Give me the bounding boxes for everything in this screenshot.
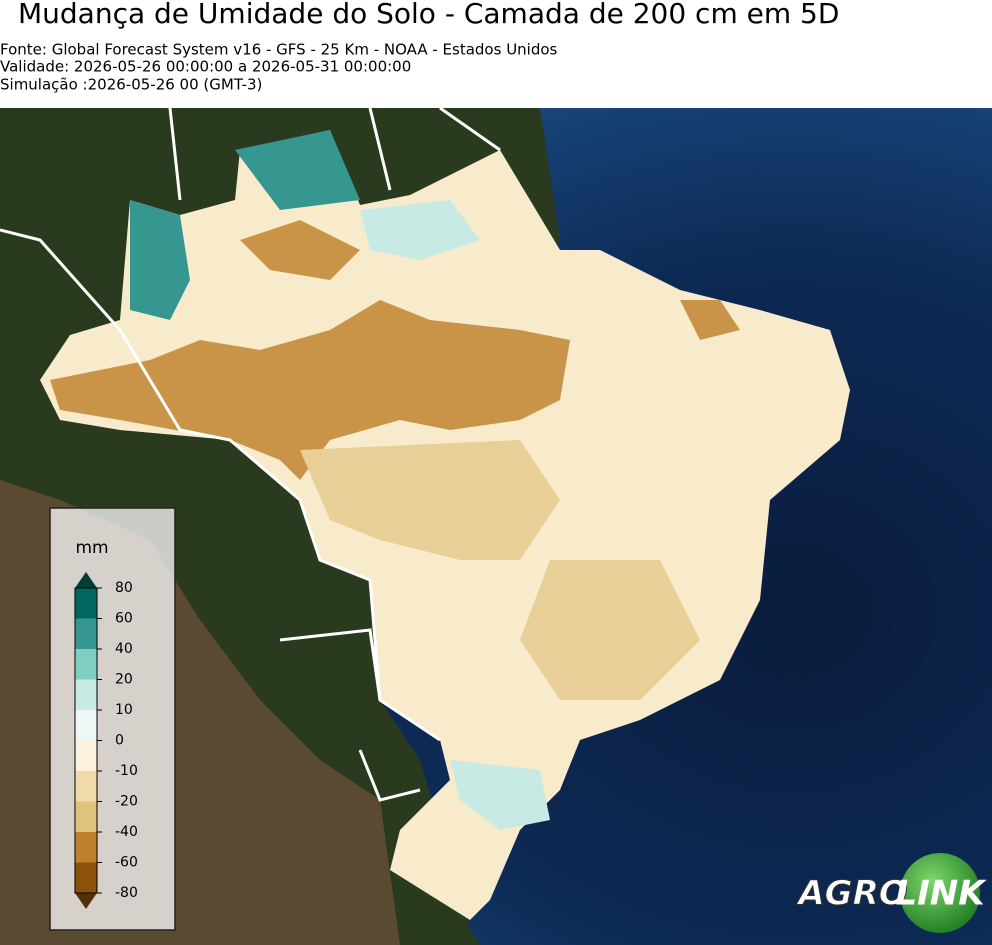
dry-zone: [50, 300, 570, 480]
colorbar-tick-label: -10: [115, 763, 138, 779]
colorbar-tick-label: -60: [115, 855, 138, 871]
title: Mudança de Umidade do Solo - Camada de 2…: [18, 0, 839, 30]
logo: AGRO LINK: [795, 853, 987, 933]
wet-zone: [130, 130, 360, 320]
colorbar-segment: [75, 771, 97, 802]
logo-ball: [900, 853, 980, 933]
colorbar-segment: [75, 618, 97, 649]
colorbar-unit: mm: [75, 538, 108, 558]
source-line: Fonte: Global Forecast System v16 - GFS …: [0, 41, 558, 59]
validity-line: Validade: 2026-05-26 00:00:00 a 2026-05-…: [0, 58, 411, 76]
colorbar-segment: [75, 588, 97, 619]
colorbar-tick-label: 60: [115, 611, 133, 627]
colorbar-box: [49, 507, 176, 931]
colorbar-tick-label: -20: [115, 794, 138, 810]
colorbar-tick-label: 20: [115, 672, 133, 688]
colorbar-segment: [75, 710, 97, 741]
logo-text: AGRO: [795, 874, 907, 914]
dry-zone: [240, 220, 740, 340]
country-borders: [0, 106, 501, 802]
colorbar-tick-label: -40: [115, 824, 138, 840]
colorbar-segment: [75, 649, 97, 680]
colorbar-tick-label: 10: [115, 702, 133, 718]
moderate-dry-zone: [300, 440, 700, 700]
colorbar: mm 80 60 40 20 10 0 -10 -20 -40 -60 -80: [49, 507, 176, 931]
colorbar-segment: [75, 801, 97, 832]
colorbar-segment: [75, 832, 97, 863]
logo-text: LINK: [895, 874, 987, 914]
simulation-line: Simulação :2026-05-26 00 (GMT-3): [0, 76, 262, 94]
colorbar-extend: [75, 572, 97, 588]
colorbar-tick-label: 0: [115, 733, 124, 749]
colorbar-tick-label: 40: [115, 641, 133, 657]
colorbar-tick-label: 80: [115, 580, 133, 596]
colorbar-extend: [75, 893, 97, 909]
colorbar-segment: [75, 862, 97, 893]
colorbar-tick-label: -80: [115, 885, 138, 901]
colorbar-segment: [75, 740, 97, 771]
colorbar-segment: [75, 679, 97, 710]
